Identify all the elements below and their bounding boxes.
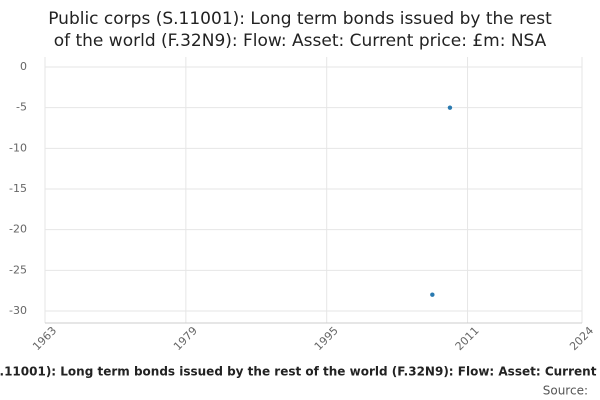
- y-tick-label: -5: [16, 101, 27, 114]
- chart-title: Public corps (S.11001): Long term bonds …: [48, 9, 552, 29]
- x-tick-label: 1979: [171, 324, 200, 353]
- y-tick-label: -10: [9, 141, 27, 154]
- y-tick-label: -15: [9, 182, 27, 195]
- legend-label: Public corps (S.11001): Long term bonds …: [0, 365, 600, 379]
- y-tick-label: -20: [9, 223, 27, 236]
- x-tick-label: 2011: [453, 324, 482, 353]
- x-tick-label: 2024: [567, 324, 596, 353]
- y-tick-label: 0: [20, 60, 27, 73]
- chart-title: of the world (F.32N9): Flow: Asset: Curr…: [54, 31, 547, 51]
- point: [430, 292, 435, 297]
- y-tick-label: -25: [9, 263, 27, 276]
- point: [447, 105, 453, 110]
- x-tick-label: 1995: [312, 324, 341, 353]
- x-tick-label: 1963: [30, 324, 59, 353]
- y-tick-label: -30: [9, 304, 27, 317]
- source-label: Source:: [543, 384, 588, 398]
